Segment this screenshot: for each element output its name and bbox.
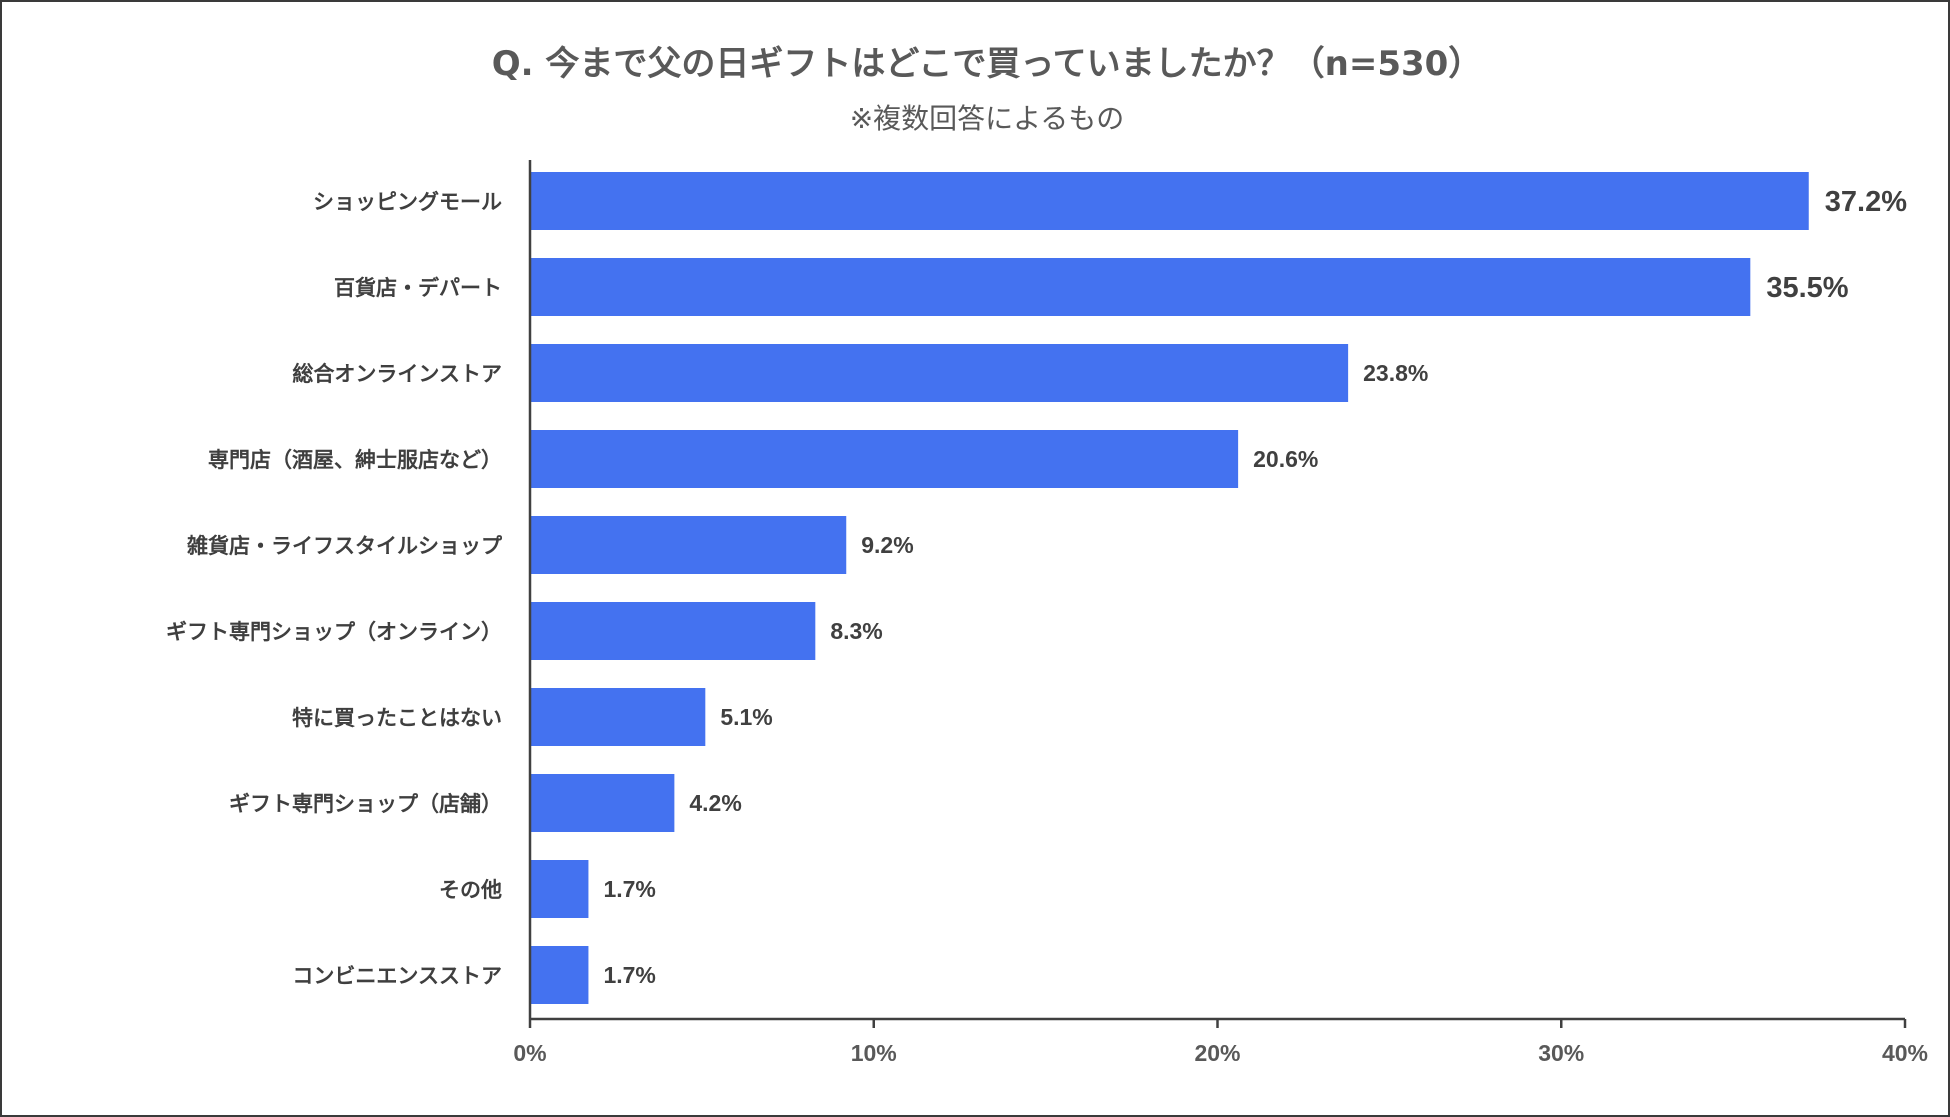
value-label: 8.3% [830, 618, 882, 644]
value-label: 23.8% [1363, 360, 1428, 386]
bar-group [530, 172, 1809, 1004]
value-label: 9.2% [861, 532, 913, 558]
bar [530, 516, 847, 574]
x-tick-label: 40% [1882, 1040, 1928, 1066]
bar [530, 344, 1349, 402]
bar [530, 430, 1239, 488]
value-label: 4.2% [689, 790, 741, 816]
value-label: 37.2% [1825, 186, 1907, 218]
category-label: ギフト専門ショップ（オンライン） [166, 620, 502, 644]
category-label: コンビニエンスストア [292, 964, 502, 988]
value-label: 35.5% [1766, 272, 1848, 304]
category-label: 特に買ったことはない [292, 706, 502, 730]
x-tick-label: 0% [513, 1040, 546, 1066]
bar [530, 172, 1809, 230]
x-tick-label: 10% [851, 1040, 897, 1066]
bar [530, 860, 589, 918]
value-labels: 37.2% 35.5% 23.8% 20.6% 9.2% 8.3% 5.1% 4.2% 1.7%… [603, 186, 1907, 988]
value-label: 1.7% [603, 876, 655, 902]
x-tick-label: 30% [1538, 1040, 1584, 1066]
category-label: ギフト専門ショップ（店舗） [229, 792, 502, 816]
category-label: その他 [439, 878, 502, 902]
category-label: 百貨店・デパート [334, 276, 502, 300]
bar [530, 602, 816, 660]
category-label: 総合オンラインストア [292, 362, 502, 386]
value-label: 1.7% [603, 962, 655, 988]
value-label: 20.6% [1253, 446, 1318, 472]
bar [530, 774, 675, 832]
x-tick-label: 20% [1194, 1040, 1240, 1066]
category-label: 専門店（酒屋、紳士服店など） [208, 448, 502, 472]
chart-subtitle: ※複数回答によるもの [850, 102, 1125, 135]
bar [530, 946, 589, 1004]
category-label: 雑貨店・ライフスタイルショップ [186, 534, 503, 558]
category-label: ショッピングモール [313, 190, 502, 214]
bar [530, 688, 706, 746]
chart-title: Q. 今まで父の日ギフトはどこで買っていましたか？（n=530） [492, 44, 1483, 84]
category-labels: ショッピングモール百貨店・デパート総合オンラインストア専門店（酒屋、紳士服店など… [166, 190, 503, 988]
value-label: 5.1% [720, 704, 772, 730]
bar [530, 258, 1751, 316]
axes: 0% 10% 20% 30% 40% [513, 160, 1928, 1066]
